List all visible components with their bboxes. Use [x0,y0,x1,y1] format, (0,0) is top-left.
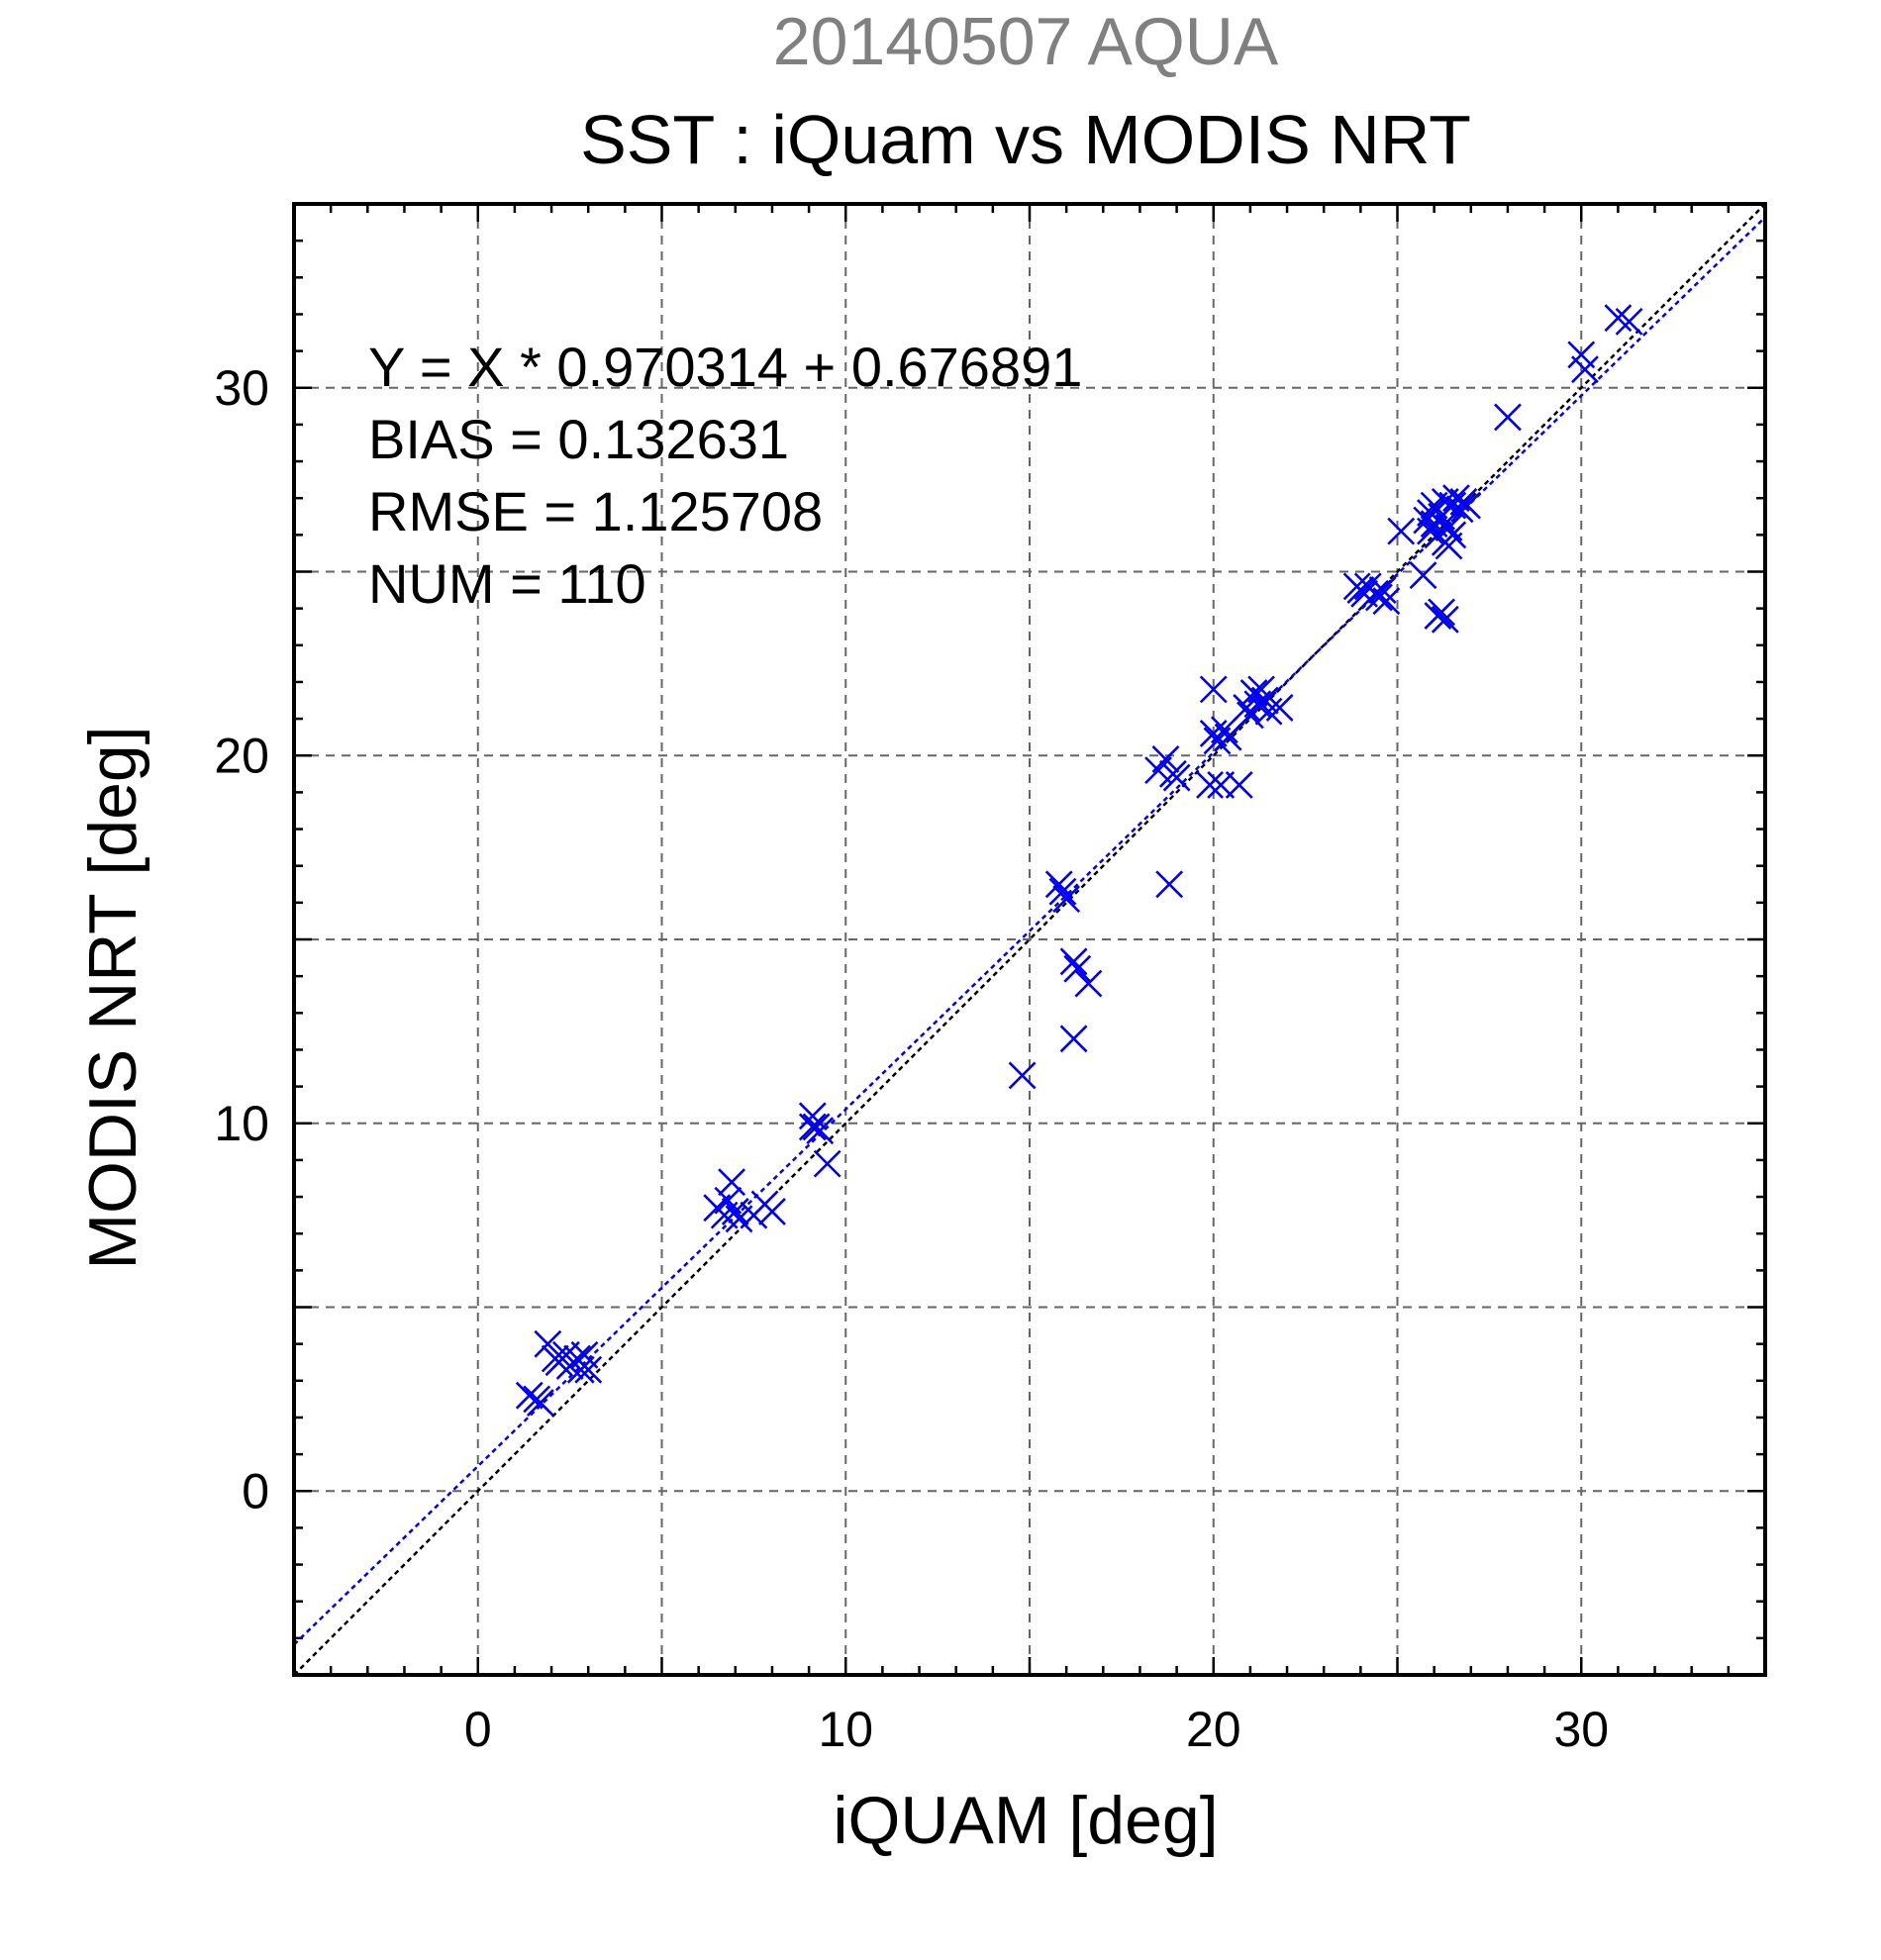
x-tick-labels: 0 10 20 30 [464,1702,1609,1757]
data-point [798,1113,827,1141]
data-point [1431,528,1459,556]
data-point [1254,697,1283,726]
regression-equation: Y = X * 0.970314 + 0.676891 [368,336,1082,398]
x-tick-label: 20 [1186,1702,1241,1757]
data-point [1052,885,1081,914]
data-point [1225,771,1253,799]
y-tick-label: 20 [214,728,269,783]
y-tick-labels: 0 10 20 30 [214,360,269,1519]
data-point [1368,576,1397,604]
data-point [1604,304,1633,333]
data-point [1196,771,1224,799]
y-tick-label: 30 [214,360,269,416]
data-point [1453,491,1482,520]
x-tick-label: 10 [818,1702,873,1757]
y-axis-label: MODIS NRT [deg] [75,726,150,1269]
data-point [806,1117,835,1145]
data-point [574,1355,603,1384]
data-point [1233,694,1261,722]
plot-frame [292,202,1767,1677]
data-point [718,1168,746,1197]
data-point [1044,870,1073,899]
data-point [1365,583,1393,612]
data-point [1214,723,1242,751]
rmse-value: RMSE = 1.125708 [368,480,823,542]
y-tick-label: 10 [214,1096,269,1151]
data-point [1155,870,1184,899]
data-point [1387,517,1416,545]
data-point [1008,1061,1037,1090]
data-point [534,1329,562,1358]
bias-value: BIAS = 0.132631 [368,408,789,470]
data-point [1431,605,1459,634]
data-point [1417,499,1444,527]
data-point [1074,969,1103,998]
data-point [721,1197,749,1225]
y-tick-label: 0 [242,1463,269,1519]
x-tick-label: 0 [464,1702,492,1757]
data-point [1615,307,1643,336]
data-point [1571,355,1599,384]
data-point [1063,954,1092,983]
data-point [1409,561,1437,590]
scatter-points [515,304,1643,1418]
data-point [1059,947,1088,976]
num-value: NUM = 110 [368,552,646,615]
grid [294,204,1765,1675]
data-point [1210,716,1238,744]
data-point [758,1197,786,1225]
data-point [1372,587,1401,616]
data-point [1199,675,1228,704]
data-point [1250,686,1279,715]
x-tick-label: 30 [1553,1702,1609,1757]
data-point [1445,495,1474,524]
data-point [1420,510,1448,539]
data-point [1162,763,1191,792]
data-point [1265,694,1294,722]
x-axis-label: iQUAM [deg] [833,1783,1218,1858]
stats-box: Y = X * 0.970314 + 0.676891 BIAS = 0.132… [368,336,1082,615]
data-point [1059,1025,1088,1053]
data-point [798,1102,827,1130]
data-point [526,1389,554,1418]
data-point [1428,598,1455,627]
chart-subtitle: 20140507 AQUA [773,4,1279,79]
data-point [1048,877,1077,906]
data-point [1151,745,1180,773]
data-point [813,1149,842,1178]
data-point [1494,403,1522,432]
chart-title: SST : iQuam vs MODIS NRT [580,101,1471,178]
